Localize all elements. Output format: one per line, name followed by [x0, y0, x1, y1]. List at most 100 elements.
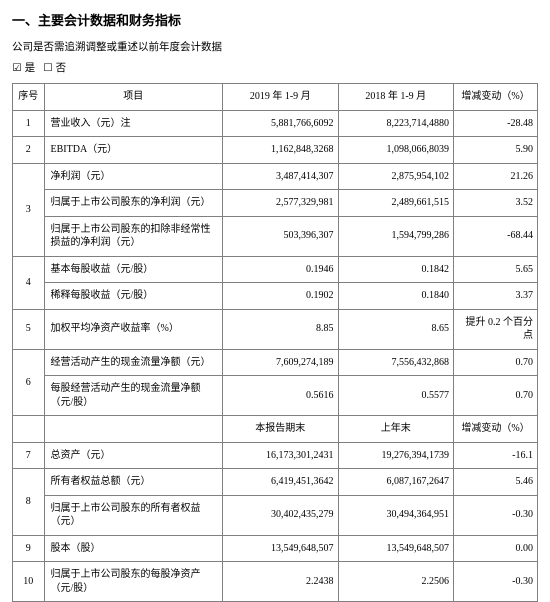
- header-row: 序号 项目 2019 年 1-9 月 2018 年 1-9 月 增减变动（%）: [13, 84, 538, 111]
- cell-seq: 2: [13, 137, 45, 164]
- table-row: 10 归属于上市公司股东的每股净资产（元/股） 2.2438 2.2506 -0…: [13, 562, 538, 602]
- cell-item: 每股经营活动产生的现金流量净额（元/股）: [44, 376, 223, 416]
- cell-2018: 2,875,954,102: [338, 163, 454, 190]
- table-row: 归属于上市公司股东的扣除非经常性损益的净利润（元） 503,396,307 1,…: [13, 216, 538, 256]
- financial-table: 序号 项目 2019 年 1-9 月 2018 年 1-9 月 增减变动（%） …: [12, 83, 538, 602]
- table-row: 稀释每股收益（元/股） 0.1902 0.1840 3.37: [13, 283, 538, 310]
- cell-item: 净利润（元）: [44, 163, 223, 190]
- cell-b: 19,276,394,1739: [338, 442, 454, 469]
- table-row: 5 加权平均净资产收益率（%） 8.85 8.65 提升 0.2 个百分点: [13, 309, 538, 349]
- table-row: 每股经营活动产生的现金流量净额（元/股） 0.5616 0.5577 0.70: [13, 376, 538, 416]
- cell-delta: 3.37: [454, 283, 538, 310]
- cell-2018: 1,098,066,8039: [338, 137, 454, 164]
- cell-delta: -68.44: [454, 216, 538, 256]
- cell-2019: 2,577,329,981: [223, 190, 339, 217]
- cell-delta: 5.65: [454, 256, 538, 283]
- cell-delta: 5.46: [454, 469, 538, 496]
- cell-2018: 8,223,714,4880: [338, 110, 454, 137]
- table-row: 归属于上市公司股东的净利润（元） 2,577,329,981 2,489,661…: [13, 190, 538, 217]
- cell-seq: 3: [13, 163, 45, 256]
- cell-delta: 0.70: [454, 349, 538, 376]
- cell-item: 归属于上市公司股东的扣除非经常性损益的净利润（元）: [44, 216, 223, 256]
- table-row: 8 所有者权益总额（元） 6,419,451,3642 6,087,167,26…: [13, 469, 538, 496]
- cell-item: 稀释每股收益（元/股）: [44, 283, 223, 310]
- table-row: 6 经营活动产生的现金流量净额（元） 7,609,274,189 7,556,4…: [13, 349, 538, 376]
- cell-item: 经营活动产生的现金流量净额（元）: [44, 349, 223, 376]
- cell-a: 16,173,301,2431: [223, 442, 339, 469]
- cell-2019: 0.5616: [223, 376, 339, 416]
- cell-delta: 3.52: [454, 190, 538, 217]
- label-no: 否: [56, 63, 67, 74]
- cell-delta: -28.48: [454, 110, 538, 137]
- cell-item: 基本每股收益（元/股）: [44, 256, 223, 283]
- cell-seq: 7: [13, 442, 45, 469]
- cell-item: 加权平均净资产收益率（%）: [44, 309, 223, 349]
- cell-delta: -16.1: [454, 442, 538, 469]
- cell-b: 30,494,364,951: [338, 495, 454, 535]
- cell-2019: 1,162,848,3268: [223, 137, 339, 164]
- cell-2019: 8.85: [223, 309, 339, 349]
- label-yes: 是: [25, 63, 36, 74]
- col-prev-year-end: 上年末: [338, 416, 454, 443]
- cell-item: 归属于上市公司股东的每股净资产（元/股）: [44, 562, 223, 602]
- cell-2019: 5,881,766,6092: [223, 110, 339, 137]
- section-heading: 一、主要会计数据和财务指标: [12, 10, 538, 29]
- cell-2019: 0.1902: [223, 283, 339, 310]
- cell-item: 归属于上市公司股东的所有者权益（元）: [44, 495, 223, 535]
- col-item: 项目: [44, 84, 223, 111]
- cell-item: 总资产（元）: [44, 442, 223, 469]
- col-seq: 序号: [13, 84, 45, 111]
- cell-delta: 21.26: [454, 163, 538, 190]
- yes-no-row: ☑ 是 ☐ 否: [12, 60, 538, 75]
- cell-2018: 1,594,799,286: [338, 216, 454, 256]
- cell-delta: 提升 0.2 个百分点: [454, 309, 538, 349]
- cell-seq: 5: [13, 309, 45, 349]
- cell-2019: 503,396,307: [223, 216, 339, 256]
- cell-a: 6,419,451,3642: [223, 469, 339, 496]
- cell-seq: 10: [13, 562, 45, 602]
- cell-a: 30,402,435,279: [223, 495, 339, 535]
- cell-2019: 3,487,414,307: [223, 163, 339, 190]
- cell-delta: 5.90: [454, 137, 538, 164]
- cell-b: 2.2506: [338, 562, 454, 602]
- cell-seq: 9: [13, 535, 45, 562]
- col-delta: 增减变动（%）: [454, 84, 538, 111]
- cell-2018: 0.5577: [338, 376, 454, 416]
- cell-delta: -0.30: [454, 495, 538, 535]
- table-row: 9 股本（股） 13,549,648,507 13,549,648,507 0.…: [13, 535, 538, 562]
- cell-2019: 0.1946: [223, 256, 339, 283]
- col-delta2: 增减变动（%）: [454, 416, 538, 443]
- cell-seq: 4: [13, 256, 45, 309]
- cell-delta: -0.30: [454, 562, 538, 602]
- cell-2018: 0.1842: [338, 256, 454, 283]
- table-row: 归属于上市公司股东的所有者权益（元） 30,402,435,279 30,494…: [13, 495, 538, 535]
- col-period-end: 本报告期末: [223, 416, 339, 443]
- cell-delta: 0.00: [454, 535, 538, 562]
- cell-item: 所有者权益总额（元）: [44, 469, 223, 496]
- cell-item: 归属于上市公司股东的净利润（元）: [44, 190, 223, 217]
- cell-a: 2.2438: [223, 562, 339, 602]
- col-2018: 2018 年 1-9 月: [338, 84, 454, 111]
- cell-seq: 8: [13, 469, 45, 536]
- cell-b: 6,087,167,2647: [338, 469, 454, 496]
- checkbox-yes: ☑: [12, 62, 22, 74]
- cell-seq: 1: [13, 110, 45, 137]
- cell-b: 13,549,648,507: [338, 535, 454, 562]
- cell-item: 营业收入（元）注: [44, 110, 223, 137]
- checkbox-no: ☐: [43, 62, 53, 74]
- cell-seq: 6: [13, 349, 45, 416]
- table-row: 4 基本每股收益（元/股） 0.1946 0.1842 5.65: [13, 256, 538, 283]
- table-row: 7 总资产（元） 16,173,301,2431 19,276,394,1739…: [13, 442, 538, 469]
- table-row: 1 营业收入（元）注 5,881,766,6092 8,223,714,4880…: [13, 110, 538, 137]
- subheader-row: 本报告期末 上年末 增减变动（%）: [13, 416, 538, 443]
- cell-2018: 0.1840: [338, 283, 454, 310]
- cell-delta: 0.70: [454, 376, 538, 416]
- cell-item: EBITDA（元）: [44, 137, 223, 164]
- cell-2018: 7,556,432,868: [338, 349, 454, 376]
- col-2019: 2019 年 1-9 月: [223, 84, 339, 111]
- table-row: 3 净利润（元） 3,487,414,307 2,875,954,102 21.…: [13, 163, 538, 190]
- table-row: 2 EBITDA（元） 1,162,848,3268 1,098,066,803…: [13, 137, 538, 164]
- cell-2018: 8.65: [338, 309, 454, 349]
- cell-2019: 7,609,274,189: [223, 349, 339, 376]
- cell-a: 13,549,648,507: [223, 535, 339, 562]
